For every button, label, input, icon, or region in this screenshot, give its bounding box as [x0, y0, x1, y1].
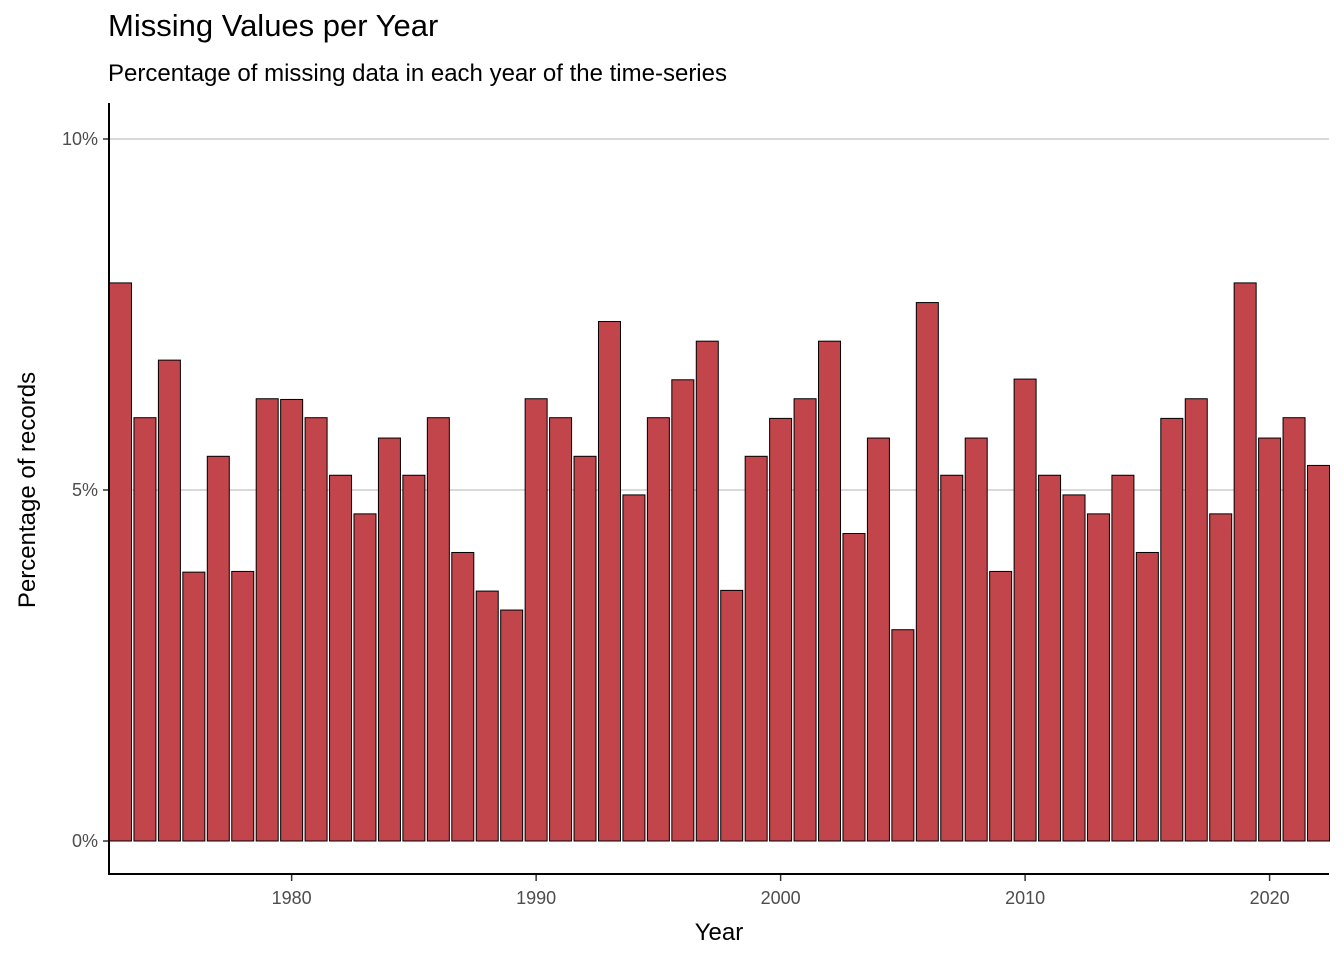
bar-1989: [500, 609, 524, 842]
bar-2018: [1209, 513, 1233, 842]
bar-2002: [818, 340, 842, 842]
bar-2007: [940, 474, 964, 842]
y-axis-title: Percentage of records: [14, 372, 41, 608]
bar-2015: [1135, 551, 1159, 842]
y-axis-ticks: 0% 5% 10%: [62, 129, 109, 851]
bar-2011: [1038, 474, 1062, 842]
bar-1979: [255, 398, 279, 842]
x-tick-label: 1980: [272, 888, 312, 908]
y-tick-label: 5%: [72, 480, 98, 500]
bar-1998: [720, 589, 744, 842]
bar-2008: [964, 437, 988, 842]
bar-2014: [1111, 474, 1135, 842]
bar-1990: [524, 398, 548, 842]
bar-2017: [1184, 398, 1208, 842]
y-tick-label: 0%: [72, 831, 98, 851]
bar-1973: [108, 282, 133, 842]
bar-2005: [891, 629, 915, 842]
bar-1988: [475, 590, 499, 842]
bar-1993: [597, 321, 621, 842]
bar-2003: [842, 533, 866, 842]
bar-1981: [304, 417, 328, 842]
bar-2020: [1258, 437, 1282, 842]
bar-1999: [744, 455, 768, 842]
x-tick-label: 2000: [761, 888, 801, 908]
bar-1983: [353, 513, 377, 842]
bar-1975: [157, 359, 181, 842]
bar-1996: [671, 379, 695, 842]
bar-2009: [989, 570, 1013, 842]
bar-1978: [231, 570, 255, 842]
bar-1987: [451, 551, 475, 842]
x-tick-label: 1990: [516, 888, 556, 908]
bar-2001: [793, 398, 817, 842]
bar-2004: [866, 437, 890, 842]
bar-1986: [426, 417, 450, 842]
bar-1991: [549, 417, 573, 842]
bar-2021: [1282, 417, 1306, 842]
bar-1994: [622, 494, 646, 842]
bar-1995: [646, 417, 670, 842]
bar-2016: [1160, 417, 1184, 842]
bar-2013: [1086, 513, 1110, 842]
bar-1997: [695, 340, 719, 842]
bars: [108, 282, 1331, 842]
x-axis-title: Year: [695, 919, 744, 946]
y-tick-label: 10%: [62, 129, 98, 149]
bar-1976: [182, 571, 206, 842]
bar-1974: [133, 417, 157, 842]
bar-2010: [1013, 378, 1037, 842]
bar-2000: [769, 417, 793, 842]
chart-subtitle: Percentage of missing data in each year …: [108, 60, 727, 87]
bar-1977: [206, 455, 230, 842]
x-tick-label: 2010: [1005, 888, 1045, 908]
bar-1984: [377, 437, 401, 842]
x-tick-label: 2020: [1250, 888, 1290, 908]
bar-1980: [280, 398, 304, 842]
bar-2019: [1233, 282, 1257, 842]
x-axis-ticks: 1980 1990 2000 2010 2020: [272, 875, 1290, 908]
bar-2006: [915, 302, 939, 842]
bar-2012: [1062, 494, 1086, 842]
bar-1985: [402, 474, 426, 842]
bar-1992: [573, 455, 597, 842]
chart-title: Missing Values per Year: [108, 8, 439, 43]
bar-1982: [329, 474, 353, 842]
bar-2022: [1306, 464, 1331, 842]
